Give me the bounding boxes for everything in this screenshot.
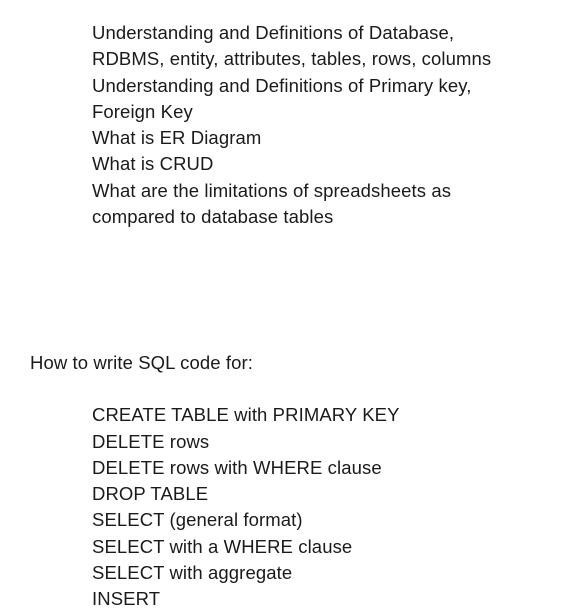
sql-item: DELETE rows xyxy=(92,429,539,455)
sql-item: CREATE TABLE with PRIMARY KEY xyxy=(92,402,539,428)
topic-item: What are the limitations of spreadsheets… xyxy=(92,178,519,231)
section-heading: How to write SQL code for: xyxy=(30,350,539,376)
sql-item: SELECT with aggregate xyxy=(92,560,539,586)
sql-item: DELETE rows with WHERE clause xyxy=(92,455,539,481)
sql-item: SELECT (general format) xyxy=(92,507,539,533)
topic-item: What is ER Diagram xyxy=(92,125,519,151)
spacer xyxy=(30,376,539,402)
topic-list: Understanding and Definitions of Databas… xyxy=(92,20,519,230)
sql-item: SELECT with a WHERE clause xyxy=(92,534,539,560)
document-page: Understanding and Definitions of Databas… xyxy=(0,0,569,613)
topic-item: Understanding and Definitions of Primary… xyxy=(92,73,519,126)
spacer xyxy=(30,230,539,350)
topic-item: Understanding and Definitions of Databas… xyxy=(92,20,519,73)
sql-item: INSERT xyxy=(92,586,539,612)
sql-item: DROP TABLE xyxy=(92,481,539,507)
sql-list: CREATE TABLE with PRIMARY KEY DELETE row… xyxy=(92,402,539,612)
topic-item: What is CRUD xyxy=(92,151,519,177)
